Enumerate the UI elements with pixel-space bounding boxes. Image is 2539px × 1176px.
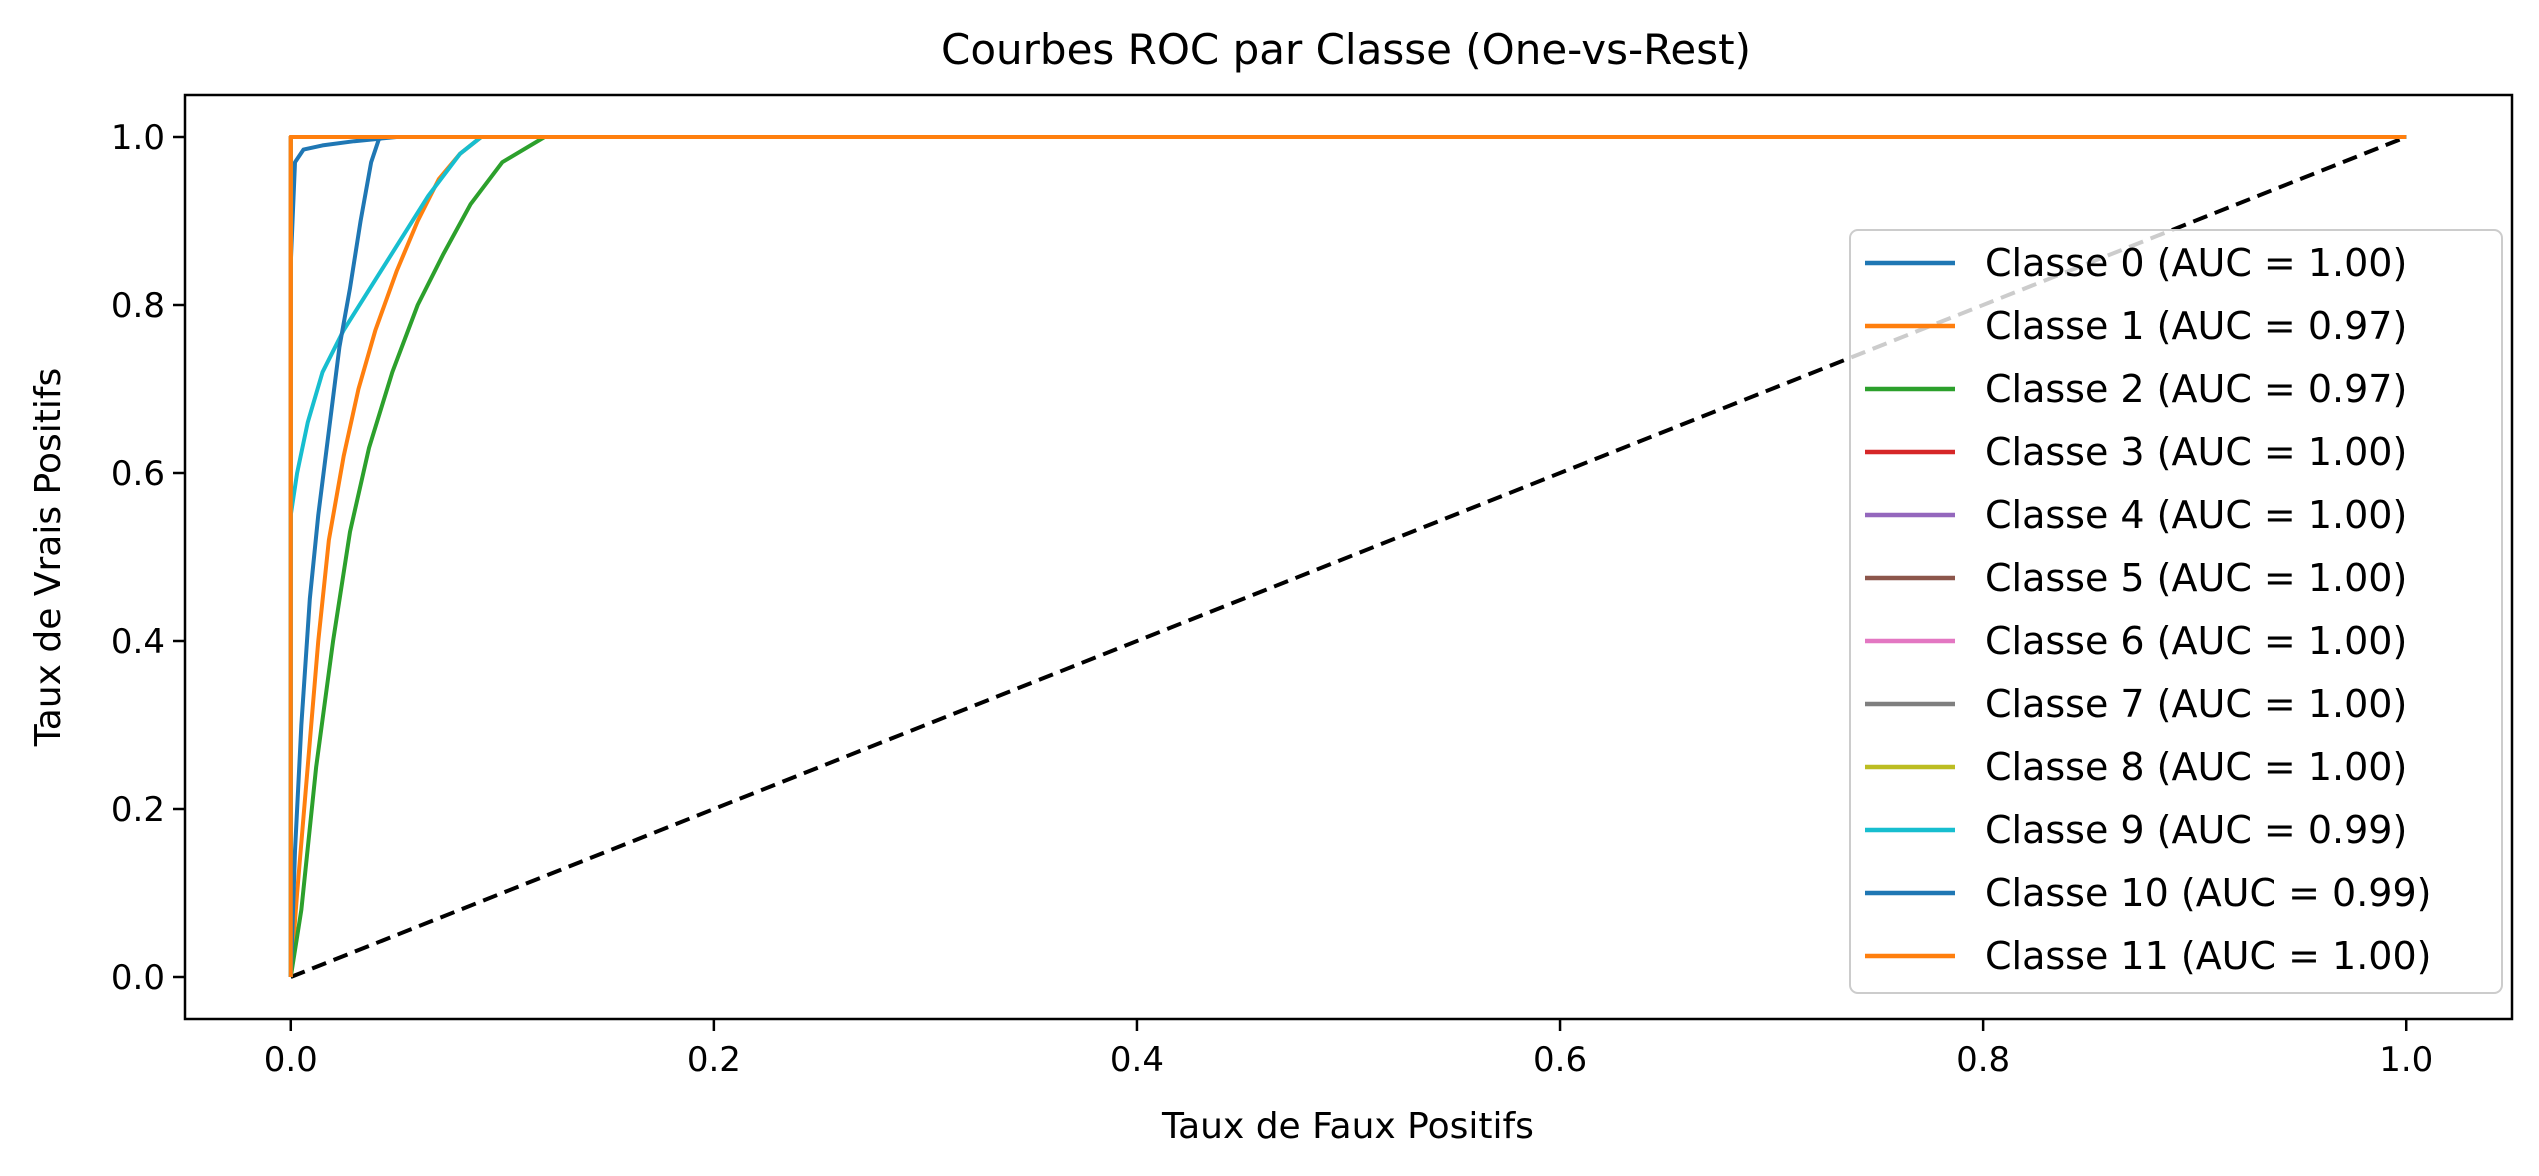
x-tick-label: 1.0 (2379, 1040, 2433, 1080)
y-tick-label: 0.6 (111, 454, 165, 494)
legend-label: Classe 3 (AUC = 1.00) (1985, 430, 2407, 474)
series-layer (288, 135, 2407, 978)
y-tick-label: 0.0 (111, 958, 165, 998)
legend-label: Classe 1 (AUC = 0.97) (1985, 304, 2407, 348)
legend-label: Classe 6 (AUC = 1.00) (1985, 619, 2407, 663)
series-line-classe-10 (288, 135, 2407, 978)
x-tick-label: 0.8 (1956, 1040, 2010, 1080)
plot-frame (183, 93, 2514, 1021)
legend-label: Classe 10 (AUC = 0.99) (1985, 871, 2431, 915)
series-line-classe-11 (288, 135, 2407, 977)
x-tick-label: 0.0 (264, 1040, 318, 1080)
legend-label: Classe 7 (AUC = 1.00) (1985, 682, 2407, 726)
legend: Classe 0 (AUC = 1.00) Classe 1 (AUC = 0.9… (1849, 229, 2503, 994)
legend-label: Classe 0 (AUC = 1.00) (1985, 241, 2407, 285)
legend-label: Classe 5 (AUC = 1.00) (1985, 556, 2407, 600)
series-line-classe-2 (288, 135, 2407, 978)
legend-label: Classe 11 (AUC = 1.00) (1985, 934, 2431, 978)
y-tick-label: 0.2 (111, 790, 165, 830)
y-tick-label: 0.8 (111, 286, 165, 326)
y-tick-label: 0.4 (111, 622, 165, 662)
chart-title: Courbes ROC par Classe (One-vs-Rest) (941, 25, 1751, 74)
series-line-classe-9 (288, 135, 2407, 977)
x-axis-label: Taux de Faux Positifs (1161, 1106, 1534, 1147)
legend-label: Classe 4 (AUC = 1.00) (1985, 493, 2407, 537)
legend-box (1849, 229, 2503, 994)
y-tick-label: 1.0 (111, 118, 165, 158)
x-tick-label: 0.2 (687, 1040, 741, 1080)
legend-label: Classe 2 (AUC = 0.97) (1985, 367, 2407, 411)
legend-label: Classe 8 (AUC = 1.00) (1985, 745, 2407, 789)
ticks-layer: 0.0 0.2 0.4 0.6 0.8 1.0 0.0 0.2 0.4 0.6 0.8 1.0 (111, 118, 2433, 1080)
plot-area: 0.0 0.2 0.4 0.6 0.8 1.0 0.0 0.2 0.4 0.6 0.8 1.0 (111, 93, 2514, 1080)
legend-label: Classe 9 (AUC = 0.99) (1985, 808, 2407, 852)
x-tick-label: 0.4 (1110, 1040, 1164, 1080)
x-tick-label: 0.6 (1533, 1040, 1587, 1080)
y-axis-label: Taux de Vrais Positifs (28, 368, 69, 748)
